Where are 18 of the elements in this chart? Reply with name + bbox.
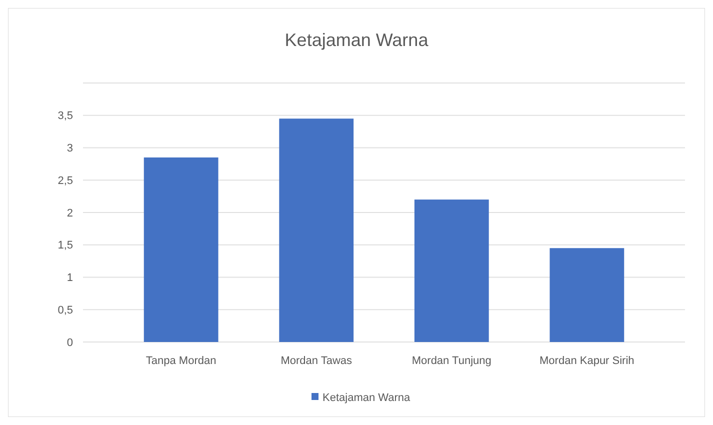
y-tick-label: 3,5 bbox=[58, 110, 73, 122]
legend-label: Ketajaman Warna bbox=[322, 392, 412, 404]
x-tick-label: Tanpa Mordan bbox=[146, 355, 216, 367]
bar bbox=[144, 157, 218, 342]
bar bbox=[550, 248, 624, 342]
bar bbox=[414, 200, 489, 342]
x-tick-label: Mordan Kapur Sirih bbox=[540, 355, 634, 367]
y-tick-label: 0,5 bbox=[58, 304, 73, 316]
y-tick-label: 3 bbox=[66, 142, 73, 155]
y-tick-label: 1 bbox=[66, 272, 73, 284]
x-tick-label: Mordan Tunjung bbox=[412, 355, 492, 367]
y-tick-label: 2,5 bbox=[58, 174, 73, 187]
y-tick-label: 2 bbox=[66, 207, 73, 220]
y-tick-label: 0 bbox=[66, 336, 73, 349]
chart-title: Ketajaman Warna bbox=[284, 30, 430, 50]
bar bbox=[279, 118, 354, 342]
x-tick-label: Mordan Tawas bbox=[280, 355, 353, 367]
y-tick-label: 1,5 bbox=[58, 240, 73, 252]
